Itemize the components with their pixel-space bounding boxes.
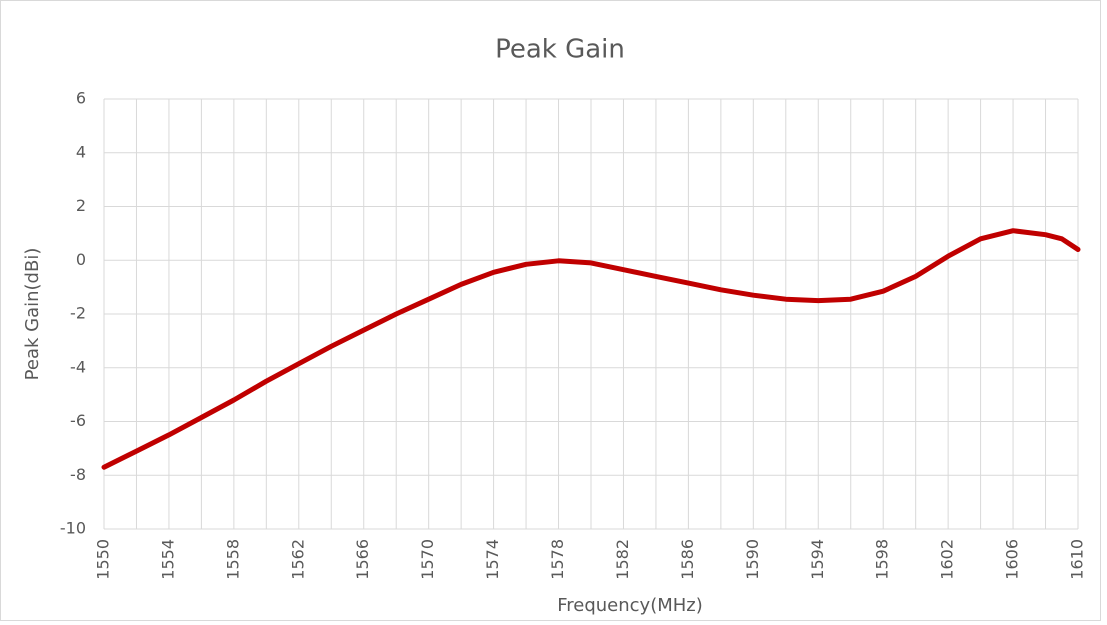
line-series (101, 228, 1081, 470)
y-tick-label: -6 (70, 411, 86, 430)
x-tick-label: 1550 (94, 539, 113, 580)
x-tick-label: 1606 (1003, 539, 1022, 580)
y-tick-label: 2 (76, 196, 86, 215)
y-tick-label: -4 (70, 357, 86, 376)
x-tick-label: 1554 (158, 539, 177, 580)
x-tick-label: 1582 (613, 539, 632, 580)
y-tick-label: -10 (60, 519, 86, 538)
x-tick-label: 1590 (743, 539, 762, 580)
x-tick-label: 1586 (678, 539, 697, 580)
x-tick-label: 1562 (288, 539, 307, 580)
x-tick-label: 1558 (223, 539, 242, 580)
x-tick-label: 1578 (548, 539, 567, 580)
x-tick-label: 1574 (483, 539, 502, 580)
x-tick-label: 1570 (418, 539, 437, 580)
x-tick-label: 1594 (808, 539, 827, 580)
y-tick-label: 6 (76, 89, 86, 108)
y-axis-title: Peak Gain(dBi) (22, 248, 43, 381)
y-tick-label: -2 (70, 304, 86, 323)
chart-title: Peak Gain (495, 35, 625, 65)
x-tick-label: 1566 (353, 539, 372, 580)
y-tick-label: 0 (76, 250, 86, 269)
x-tick-label: 1610 (1068, 539, 1087, 580)
x-axis-title: Frequency(MHz) (557, 595, 703, 616)
x-tick-label: 1602 (938, 539, 957, 580)
y-tick-label: -8 (70, 465, 86, 484)
y-tick-label: 4 (76, 142, 86, 161)
x-tick-label: 1598 (873, 539, 892, 580)
